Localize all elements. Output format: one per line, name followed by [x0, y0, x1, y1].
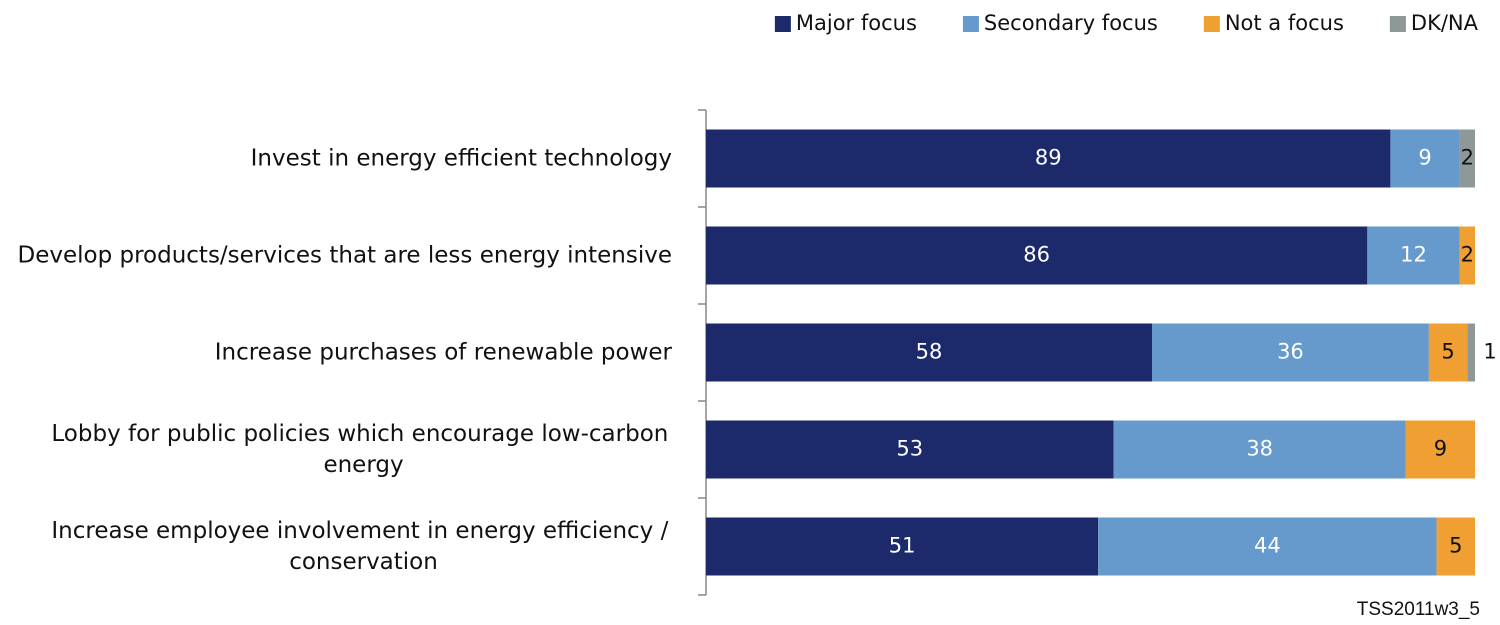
value-label: 2: [1461, 243, 1474, 267]
bar-segment: [1467, 323, 1475, 382]
value-label: 38: [1246, 437, 1273, 461]
value-label: 44: [1254, 534, 1281, 558]
value-label: 58: [916, 340, 943, 364]
bar-segment: [1428, 323, 1468, 382]
bar-segment: [706, 226, 1368, 285]
category-label: Lobby for public policies which encourag…: [51, 421, 675, 478]
value-label: 36: [1277, 340, 1304, 364]
bar-segment: [1390, 129, 1460, 188]
bar-segment: [1152, 323, 1429, 382]
bar-segment: [1098, 517, 1437, 576]
bar-segment: [706, 323, 1153, 382]
value-label: 5: [1449, 534, 1462, 558]
category-label: Increase employee involvement in energy …: [51, 518, 675, 575]
bar-segment: [1113, 420, 1406, 479]
value-label: 9: [1434, 437, 1447, 461]
legend-swatch: [1203, 16, 1220, 32]
legend-swatch: [774, 16, 791, 32]
bar-segment: [1459, 129, 1475, 188]
bar-segment: [1436, 517, 1475, 576]
category-label: Develop products/services that are less …: [17, 242, 672, 268]
value-label: 86: [1023, 243, 1050, 267]
legend-swatch: [1389, 16, 1406, 32]
bar-segment: [706, 420, 1114, 479]
bar-segment: [706, 129, 1391, 188]
value-label: 5: [1441, 340, 1454, 364]
value-label: 89: [1035, 146, 1062, 170]
legend-label: Major focus: [796, 11, 917, 35]
value-label: 9: [1418, 146, 1431, 170]
bar-segment: [1405, 420, 1475, 479]
value-label: 53: [896, 437, 923, 461]
value-label: 1: [1483, 340, 1496, 364]
legend-swatch: [962, 16, 979, 32]
value-label: 51: [889, 534, 916, 558]
category-label: Invest in energy efficient technology: [251, 145, 672, 171]
bar-segment: [1367, 226, 1460, 285]
bar-segment: [706, 517, 1099, 576]
value-label: 2: [1461, 146, 1474, 170]
category-label: Increase purchases of renewable power: [215, 339, 673, 365]
legend-label: DK/NA: [1411, 11, 1479, 35]
value-label: 12: [1400, 243, 1427, 267]
bar-segment: [1459, 226, 1475, 285]
footnote: TSS2011w3_5: [1357, 599, 1480, 620]
legend-label: Secondary focus: [984, 11, 1158, 35]
legend-label: Not a focus: [1225, 11, 1344, 35]
